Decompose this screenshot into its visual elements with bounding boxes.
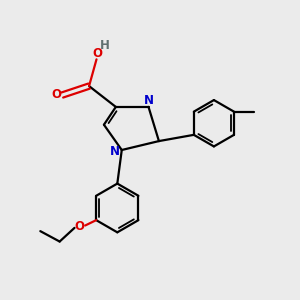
Text: O: O — [51, 88, 62, 101]
Text: H: H — [100, 40, 110, 52]
Text: N: N — [110, 145, 120, 158]
Text: N: N — [144, 94, 154, 107]
Text: O: O — [75, 220, 85, 233]
Text: O: O — [92, 47, 102, 60]
